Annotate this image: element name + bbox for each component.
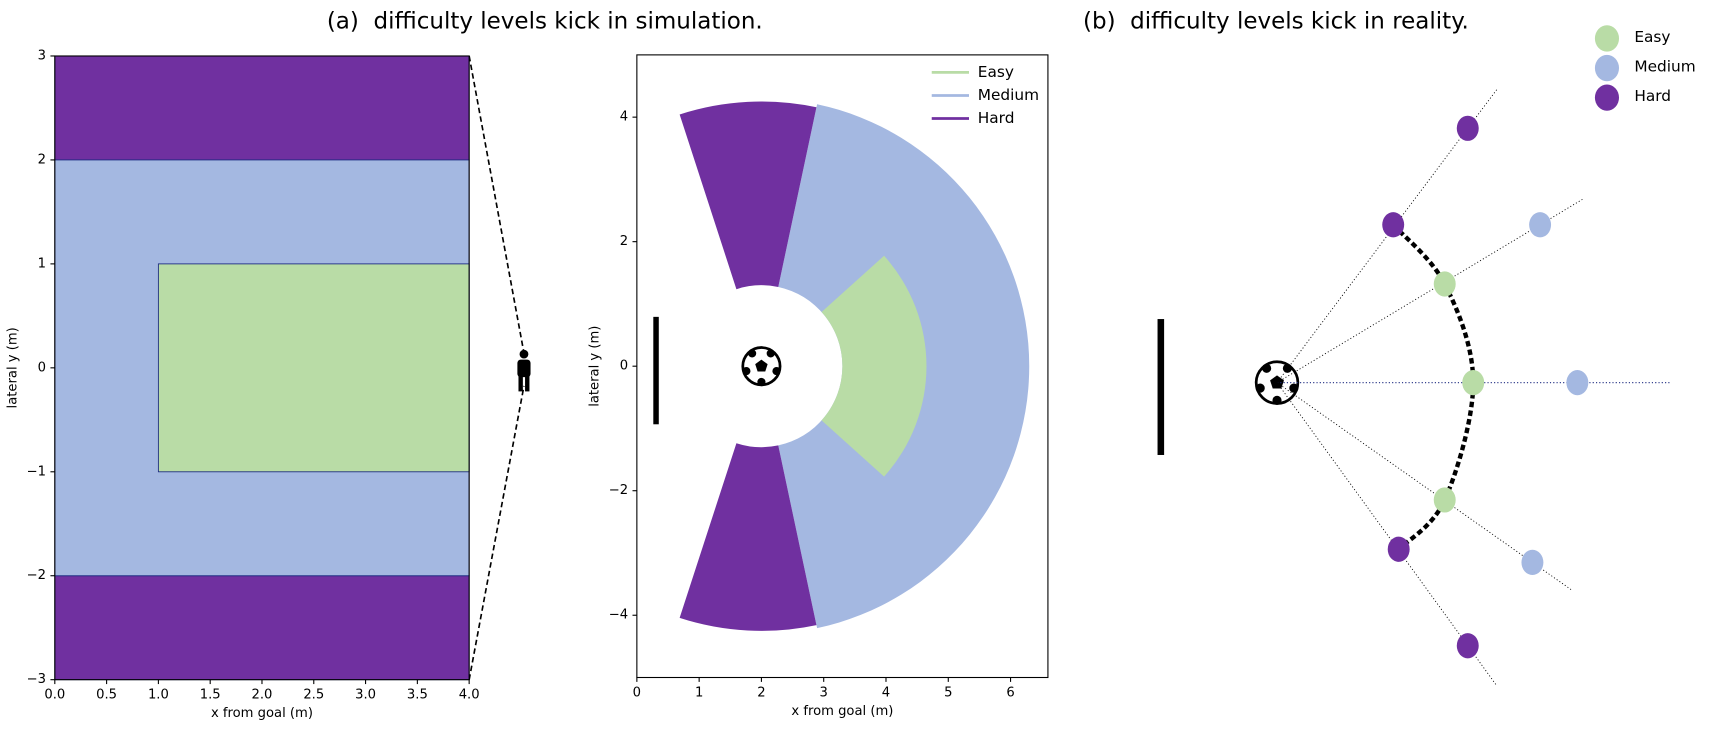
x-tick-label: 2 <box>757 685 765 700</box>
y-tick-label: −2 <box>27 568 46 583</box>
point <box>1433 487 1456 513</box>
point <box>1462 370 1485 396</box>
legend-swatch <box>1594 84 1620 111</box>
panel-a-title: (a) difficulty levels kick in simulation… <box>327 9 763 35</box>
legend-label: Easy <box>978 63 1014 81</box>
x-tick-label: 1.0 <box>148 688 169 703</box>
ball <box>741 346 782 387</box>
ball-patch <box>1289 383 1299 393</box>
ball-patch <box>757 377 766 387</box>
x-tick-label: 5 <box>944 685 952 700</box>
legend-swatch <box>1594 25 1620 52</box>
y-tick-label: 2 <box>38 152 46 167</box>
x-axis-label: x from goal (m) <box>791 704 893 719</box>
y-axis-label: lateral y (m) <box>6 327 21 408</box>
sector <box>679 443 817 631</box>
x-tick-label: 0 <box>633 685 641 700</box>
goal <box>1157 319 1165 455</box>
point <box>1456 633 1479 659</box>
legend-swatch <box>1594 54 1620 82</box>
y-tick-label: 1 <box>38 256 46 271</box>
sector <box>679 101 817 290</box>
y-tick-label: 2 <box>620 234 628 249</box>
difficulty-arc <box>1391 223 1476 551</box>
ball-patch <box>1255 383 1265 393</box>
y-tick-label: −1 <box>27 464 46 479</box>
x-tick-label: 0.5 <box>96 688 117 703</box>
y-tick-label: −2 <box>609 483 628 498</box>
x-tick-label: 3.0 <box>355 688 376 703</box>
ball-patch <box>1262 363 1272 373</box>
x-tick-label: 3.5 <box>407 688 428 703</box>
y-tick-label: 0 <box>620 359 628 374</box>
x-tick-label: 1.5 <box>200 688 221 703</box>
y-tick-label: 3 <box>38 48 46 63</box>
ball-patch <box>766 349 775 358</box>
ball-patch <box>1282 363 1293 373</box>
legend-label: Medium <box>1634 57 1695 75</box>
x-tick-label: 4.0 <box>459 688 480 703</box>
legend-label: Medium <box>978 86 1039 104</box>
point <box>1433 271 1456 297</box>
x-tick-label: 2.5 <box>303 688 324 703</box>
region <box>157 263 470 473</box>
point <box>1387 536 1410 562</box>
goal <box>653 316 659 425</box>
point <box>1456 115 1479 141</box>
ball-patch <box>772 366 781 376</box>
ball <box>1254 360 1300 405</box>
y-axis-label: lateral y (m) <box>588 326 603 407</box>
y-tick-label: 4 <box>620 110 628 125</box>
x-tick-label: 2.0 <box>252 688 273 703</box>
legend-label: Hard <box>978 109 1015 127</box>
y-tick-label: 0 <box>38 360 46 375</box>
x-axis-label: x from goal (m) <box>211 706 313 721</box>
y-tick-label: −3 <box>27 672 46 687</box>
player-icon <box>468 55 531 680</box>
y-tick-label: −4 <box>609 608 628 623</box>
point <box>1566 370 1589 396</box>
region <box>54 575 470 681</box>
panel-b-title: (b) difficulty levels kick in reality. <box>1083 9 1469 35</box>
point <box>1382 212 1405 238</box>
legend-label: Easy <box>1634 28 1670 46</box>
ball-patch <box>748 349 757 358</box>
x-tick-label: 6 <box>1006 685 1014 700</box>
ball-patch <box>755 359 768 372</box>
point <box>1529 212 1552 238</box>
ray <box>1276 382 1574 592</box>
legend-label: Hard <box>1634 87 1671 105</box>
x-tick-label: 3 <box>820 685 828 700</box>
x-tick-label: 0.0 <box>44 688 65 703</box>
ball-patch <box>742 366 751 376</box>
sector <box>821 255 927 477</box>
region <box>54 55 470 161</box>
point <box>1521 549 1544 576</box>
x-tick-label: 1 <box>695 685 703 700</box>
x-tick-label: 4 <box>882 685 890 700</box>
ball-patch <box>1272 395 1282 405</box>
